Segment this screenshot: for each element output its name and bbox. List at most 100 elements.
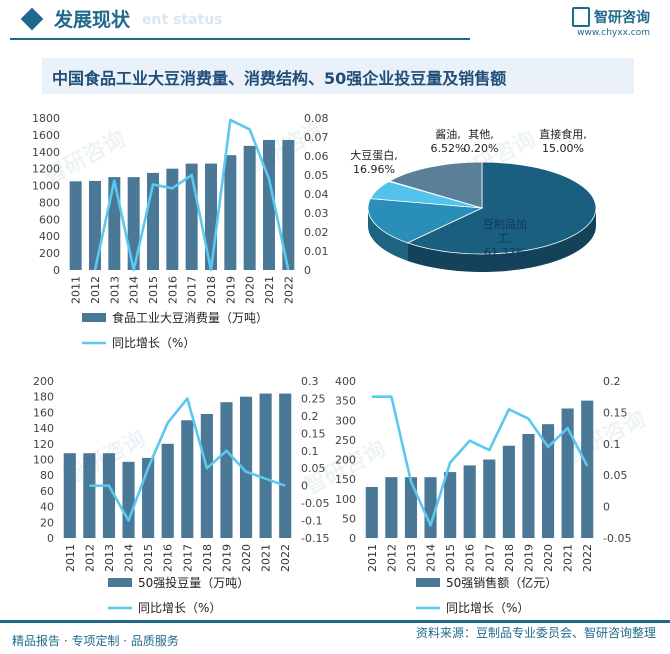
bar: [502, 445, 515, 538]
x-tick-label: 2014: [128, 276, 141, 304]
x-tick-label: 2013: [103, 544, 116, 572]
x-tick-label: 2014: [425, 544, 438, 572]
bar: [205, 163, 217, 270]
y-tick-label: 160: [33, 406, 54, 419]
y-tick-label: 100: [33, 454, 54, 467]
x-tick-label: 2021: [260, 544, 273, 572]
pie-label: 豆制品加: [483, 218, 527, 231]
legend-label: 同比增长（%）: [446, 601, 529, 615]
x-tick-label: 2018: [503, 544, 516, 572]
pie-label: 61.32%: [484, 246, 526, 259]
legend-swatch-bar: [82, 313, 106, 322]
y2-tick-label: 0: [603, 501, 610, 514]
x-tick-label: 2016: [166, 276, 179, 304]
x-tick-label: 2016: [464, 544, 477, 572]
x-tick-label: 2018: [201, 544, 214, 572]
bar: [127, 177, 140, 270]
y2-tick-label: 0.15: [301, 427, 326, 440]
pie-label: 直接食用,: [539, 127, 587, 141]
y2-tick-label: 0.03: [304, 207, 329, 220]
pie-label: 酱油,: [435, 127, 461, 141]
bar: [424, 477, 437, 538]
page-header: 发展现状 ent status 智研咨询 www.chyxx.com: [0, 0, 670, 44]
x-tick-label: 2017: [483, 544, 496, 572]
bar: [161, 443, 174, 538]
page-footer: 精品报告 · 专项定制 · 品质服务 资料来源：豆制品专业委员会、智研咨询整理: [0, 620, 670, 654]
y2-tick-label: 0.1: [603, 438, 621, 451]
bar: [89, 180, 101, 270]
x-tick-label: 2018: [205, 276, 218, 304]
x-tick-label: 2013: [108, 276, 121, 304]
x-tick-label: 2022: [581, 544, 594, 572]
x-tick-label: 2015: [444, 544, 457, 572]
y2-tick-label: -0.05: [301, 497, 329, 510]
y-tick-label: 50: [342, 512, 356, 525]
y-tick-label: 1200: [32, 163, 60, 176]
y-tick-label: 300: [335, 414, 356, 427]
y-tick-label: 120: [33, 438, 54, 451]
pie-slice-side: [368, 208, 408, 261]
x-tick-label: 2019: [224, 276, 237, 304]
series-line: [371, 395, 589, 527]
pie-label: 大豆蛋白,: [350, 148, 398, 162]
x-tick-label: 2011: [70, 276, 83, 304]
y2-tick-label: 0.15: [603, 406, 628, 419]
bar: [185, 163, 198, 270]
bar: [522, 433, 535, 538]
bar: [200, 413, 213, 538]
y2-tick-label: 0.01: [304, 245, 329, 258]
legend-label: 50强投豆量（万吨）: [138, 575, 249, 590]
brand-url: www.chyxx.com: [577, 27, 650, 38]
y2-tick-label: 0.05: [304, 169, 329, 182]
header-underline: [10, 38, 470, 40]
x-tick-label: 2017: [181, 544, 194, 572]
bar: [259, 393, 272, 538]
bar: [63, 453, 76, 538]
x-tick-label: 2021: [263, 276, 276, 304]
x-tick-label: 2015: [147, 276, 160, 304]
pie-label: 0.20%: [464, 142, 499, 155]
y2-tick-label: -0.1: [301, 515, 322, 528]
y2-tick-label: 0.07: [304, 131, 329, 144]
series-line: [93, 118, 290, 272]
brand-name: 智研咨询: [594, 9, 650, 26]
pie-label: 工,: [498, 232, 513, 245]
bar: [561, 408, 574, 538]
bar: [122, 461, 135, 538]
bar: [463, 465, 476, 538]
x-tick-label: 2019: [522, 544, 535, 572]
y2-tick-label: 0.05: [301, 462, 326, 475]
y-tick-label: 0: [349, 532, 356, 545]
x-tick-label: 2016: [162, 544, 175, 572]
y-tick-label: 400: [39, 230, 60, 243]
y-tick-label: 150: [335, 473, 356, 486]
bar: [147, 172, 159, 270]
bar: [239, 396, 253, 538]
bar: [263, 139, 275, 270]
y-tick-label: 200: [335, 454, 356, 467]
y-tick-label: 200: [33, 375, 54, 388]
y-tick-label: 1600: [32, 129, 60, 142]
section-subtitle-ghost: ent status: [142, 12, 223, 28]
x-tick-label: 2020: [240, 544, 253, 572]
bar: [181, 420, 194, 538]
legend-label: 食品工业大豆消费量（万吨）: [112, 310, 268, 325]
x-tick-label: 2011: [64, 544, 77, 572]
y-tick-label: 1000: [32, 180, 60, 193]
y2-tick-label: -0.15: [301, 532, 329, 545]
brand: 智研咨询 www.chyxx.com: [572, 6, 650, 38]
y2-tick-label: 0.2: [301, 410, 319, 423]
y2-tick-label: 0.08: [304, 112, 329, 125]
pie-label: 15.00%: [542, 142, 584, 155]
y2-tick-label: 0: [301, 480, 308, 493]
y-tick-label: 20: [40, 516, 54, 529]
y-tick-label: 250: [335, 434, 356, 447]
footer-source: 资料来源：豆制品专业委员会、智研咨询整理: [415, 626, 656, 640]
y-tick-label: 1800: [32, 112, 60, 125]
bar: [279, 393, 292, 538]
legend-label: 50强销售额（亿元）: [446, 575, 557, 590]
bar: [224, 155, 237, 270]
y-tick-label: 350: [335, 395, 356, 408]
x-tick-label: 2012: [385, 544, 398, 572]
chart-title: 中国食品工业大豆消费量、消费结构、50强企业投豆量及销售额: [52, 69, 507, 88]
